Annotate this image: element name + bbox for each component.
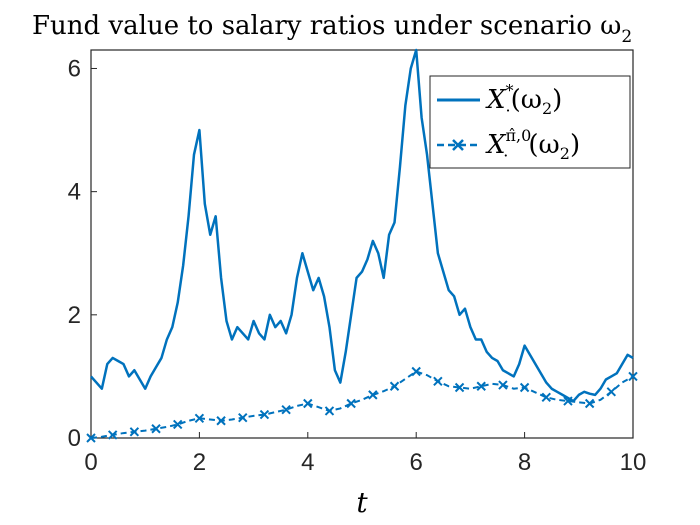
series-line-baseline [90, 370, 634, 439]
series-point-baseline [173, 419, 183, 430]
series-point-baseline [151, 424, 161, 434]
y-tick-label: 6 [68, 55, 81, 82]
series-point-baseline [194, 413, 205, 423]
series-point-baseline [433, 376, 443, 387]
series-point-baseline [389, 381, 400, 391]
chart-title-text: Fund value to salary ratios under scenar… [32, 11, 621, 41]
y-tick-label: 2 [68, 302, 81, 329]
legend-box [429, 75, 631, 169]
legend-entry-1: X* ·(ω2) [485, 81, 562, 120]
series-point-baseline [476, 381, 486, 391]
series-point-baseline [303, 398, 313, 409]
x-tick-label: 8 [518, 449, 531, 476]
series-point-baseline [368, 390, 378, 400]
series-point-baseline [238, 412, 248, 423]
series-point-baseline [411, 366, 421, 377]
series-point-baseline [324, 406, 335, 416]
series-line-optimal [90, 48, 634, 403]
series-point-baseline [86, 433, 96, 443]
x-tick-label: 4 [301, 449, 314, 476]
x-tick-label: 10 [620, 449, 647, 476]
series-point-baseline [107, 430, 118, 440]
x-tick-label: 6 [410, 449, 423, 476]
series-point-baseline [584, 398, 595, 409]
series-point-baseline [346, 398, 356, 409]
y-tick-label: 0 [68, 425, 81, 452]
y-tick-label: 4 [68, 179, 81, 206]
legend-entry-2: Xπ̂,0 · (ω2) [485, 126, 580, 165]
series-point-baseline [129, 427, 140, 437]
series-point-baseline [606, 387, 617, 397]
series-point-baseline [541, 392, 551, 403]
y-axis: 0 2 4 6 [68, 55, 97, 452]
x-tick-label: 0 [84, 449, 97, 476]
series-point-baseline [454, 382, 465, 393]
x-axis-label: t [356, 486, 368, 519]
series-point-baseline [281, 404, 291, 415]
legend-marker-series-2 [452, 139, 464, 151]
series-layer [86, 48, 638, 443]
series-point-baseline [563, 396, 573, 406]
series-point-baseline [498, 380, 508, 390]
x-axis: 0 2 4 6 8 10 [84, 432, 646, 476]
series-point-baseline [259, 409, 270, 420]
series-point-baseline [216, 416, 226, 426]
chart-title: Fund value to salary ratios under scenar… [32, 11, 632, 47]
chart-title-subscript: 2 [621, 27, 632, 47]
legend: X* ·(ω2) Xπ̂,0 · (ω2) [429, 75, 631, 169]
x-tick-label: 2 [193, 449, 206, 476]
series-point-baseline [628, 371, 638, 382]
series-point-baseline [519, 382, 530, 393]
